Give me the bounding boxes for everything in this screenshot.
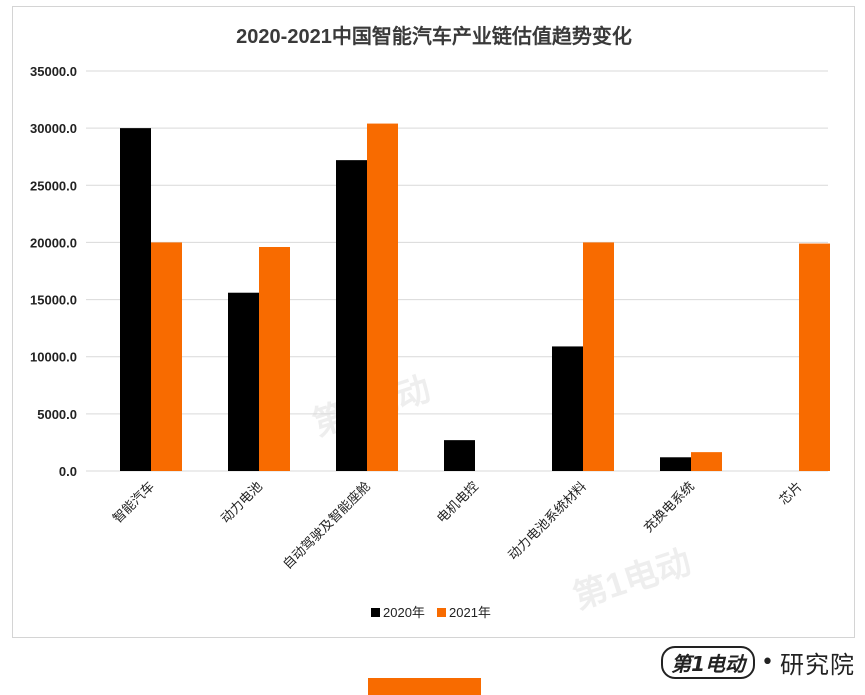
y-tick-label: 25000.0 bbox=[30, 178, 77, 193]
x-tick-label: 电机电控 bbox=[434, 479, 481, 526]
chart-frame: 2020-2021中国智能汽车产业链估值趋势变化 第1电动第1电动 35000.… bbox=[12, 6, 855, 638]
bar-2020 bbox=[660, 457, 691, 471]
y-tick-label: 5000.0 bbox=[37, 407, 77, 422]
bar-2021 bbox=[691, 452, 722, 471]
y-tick-label: 10000.0 bbox=[30, 350, 77, 365]
bar-2020 bbox=[336, 160, 367, 471]
legend-swatch bbox=[371, 608, 380, 617]
gridlines bbox=[86, 70, 828, 472]
legend-swatch bbox=[437, 608, 446, 617]
institute-name: 研究院 bbox=[780, 651, 855, 679]
bar-2021 bbox=[367, 123, 398, 472]
separator-dot: • bbox=[761, 650, 774, 675]
bar-2021 bbox=[799, 243, 830, 471]
brand-logo-text: 第1电动 bbox=[661, 646, 756, 679]
bar-2021 bbox=[151, 242, 182, 471]
watermark-text: 第1电动 bbox=[569, 543, 696, 617]
accent-bar bbox=[368, 678, 481, 695]
y-tick-label: 0.0 bbox=[59, 464, 77, 479]
bar-2020 bbox=[552, 346, 583, 471]
bar-chart: 2020-2021中国智能汽车产业链估值趋势变化 第1电动第1电动 35000.… bbox=[30, 24, 830, 620]
bar-2020 bbox=[228, 292, 259, 471]
x-tick-label: 芯片 bbox=[776, 479, 805, 508]
chart-title: 2020-2021中国智能汽车产业链估值趋势变化 bbox=[236, 24, 632, 48]
legend-label: 2021年 bbox=[449, 605, 491, 620]
legend-label: 2020年 bbox=[383, 605, 425, 620]
x-tick-label: 动力电池 bbox=[218, 479, 265, 526]
y-tick-label: 20000.0 bbox=[30, 235, 77, 250]
x-tick-label: 自动驾驶及智能座舱 bbox=[280, 479, 373, 572]
bar-2020 bbox=[120, 128, 151, 471]
bar-2020 bbox=[444, 440, 475, 471]
y-axis-ticks: 35000.0 30000.0 25000.0 20000.0 15000.0 10000… bbox=[30, 64, 77, 479]
y-tick-label: 15000.0 bbox=[30, 293, 77, 308]
footer-logo: 第1电动 • 研究院 bbox=[661, 645, 855, 680]
x-tick-label: 充换电系统 bbox=[641, 479, 698, 536]
y-tick-label: 30000.0 bbox=[30, 121, 77, 136]
x-tick-label: 智能汽车 bbox=[110, 479, 157, 526]
bar-2021 bbox=[583, 242, 614, 471]
bars bbox=[120, 123, 830, 472]
legend: 2020年 2021年 bbox=[371, 605, 491, 620]
y-tick-label: 35000.0 bbox=[30, 64, 77, 79]
x-tick-label: 动力电池系统材料 bbox=[505, 479, 589, 563]
x-axis-ticks: 智能汽车 动力电池 自动驾驶及智能座舱 电机电控 动力电池系统材料 充换电系统 芯片 bbox=[110, 479, 805, 572]
bar-2021 bbox=[259, 247, 290, 471]
